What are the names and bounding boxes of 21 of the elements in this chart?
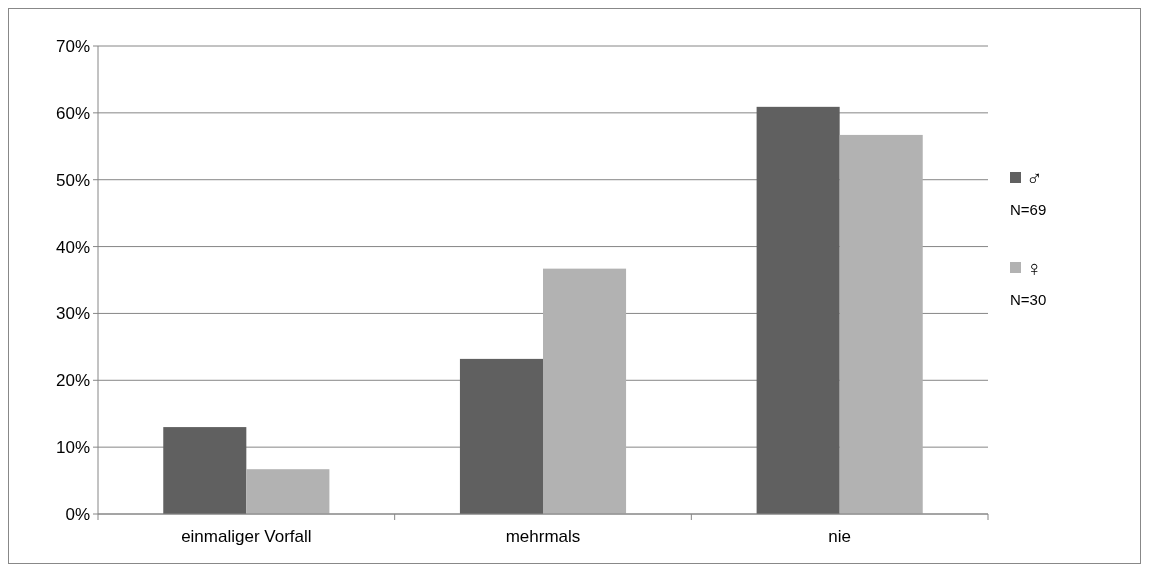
x-tick-label: mehrmals [505, 527, 581, 546]
bar [246, 469, 330, 514]
legend-label: ♀ [1026, 255, 1043, 281]
y-tick-label: 10% [55, 438, 90, 458]
text: N=69 [1010, 201, 1047, 219]
bar [543, 268, 627, 514]
y-tick-label: 0% [65, 504, 90, 524]
text: N=30 [1010, 291, 1047, 309]
y-tick-label: 40% [55, 237, 90, 257]
y-tick-label: 30% [55, 304, 90, 324]
bar [839, 134, 923, 514]
bar [163, 427, 247, 514]
legend-label: ♂ [1026, 165, 1043, 191]
y-tick-label: 50% [55, 170, 90, 190]
y-tick-label: 60% [55, 103, 90, 123]
bar [756, 106, 840, 514]
x-tick-label: nie [828, 527, 852, 546]
x-tick-label: einmaliger Vorfall [181, 527, 312, 546]
y-tick-label: 70% [55, 36, 90, 56]
y-tick-label: 20% [55, 371, 90, 391]
bar [459, 358, 543, 514]
